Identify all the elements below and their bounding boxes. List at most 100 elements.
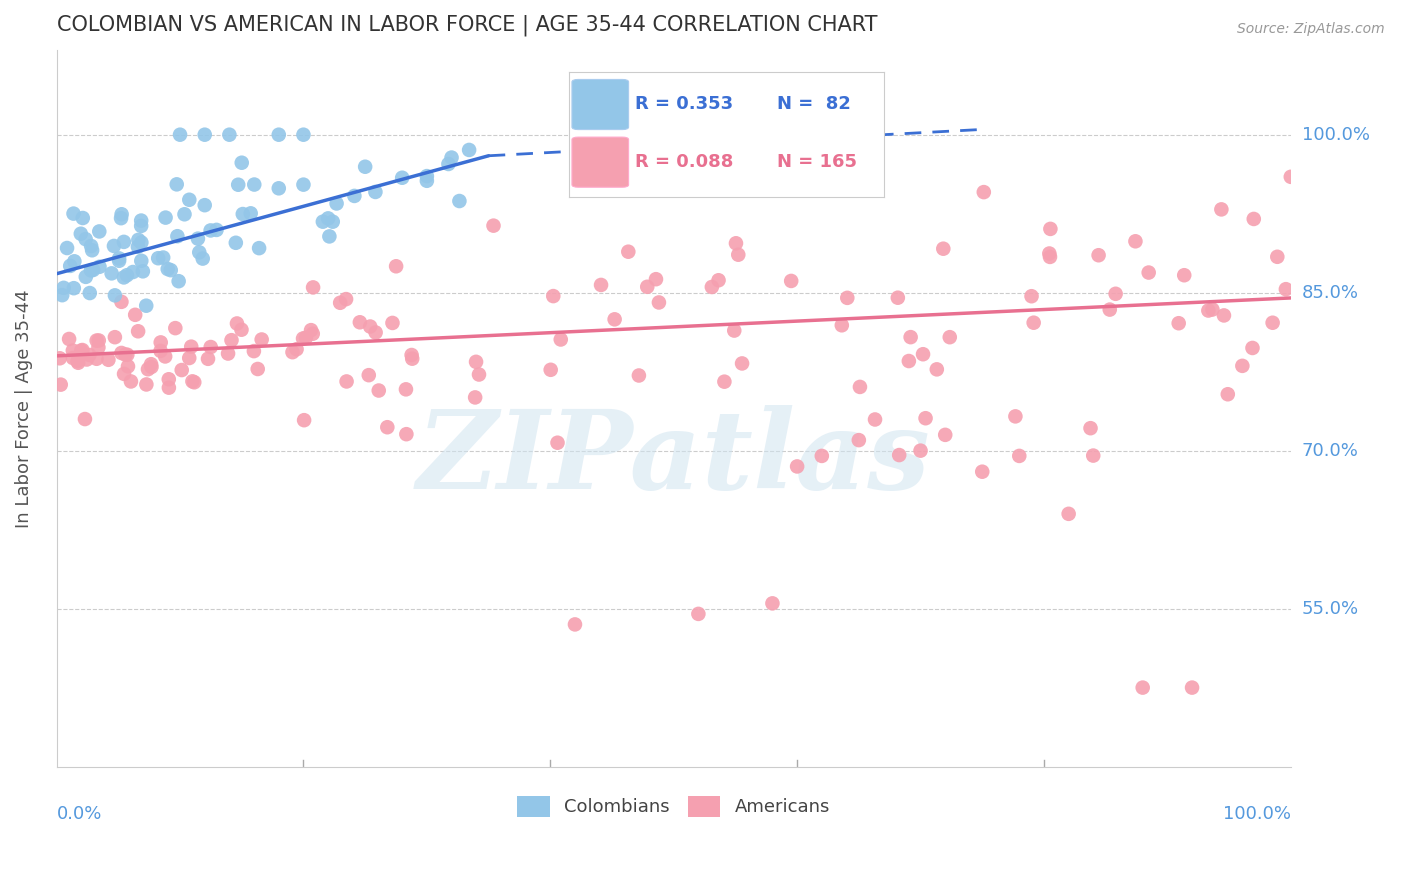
Point	[218, 128, 240, 142]
Point	[925, 362, 948, 376]
Point	[131, 235, 153, 250]
Text: 0.0%: 0.0%	[56, 805, 103, 823]
Point	[727, 248, 749, 262]
Point	[129, 253, 152, 268]
Point	[129, 219, 152, 233]
Point	[1137, 266, 1160, 280]
Point	[129, 213, 152, 227]
Point	[292, 413, 315, 427]
Point	[80, 239, 103, 253]
Point	[375, 420, 398, 434]
Point	[97, 352, 120, 367]
Point	[136, 362, 159, 376]
Point	[179, 193, 201, 207]
Point	[122, 265, 145, 279]
Point	[416, 174, 439, 188]
Point	[62, 281, 84, 295]
Point	[295, 331, 318, 345]
Point	[292, 331, 315, 345]
Point	[364, 185, 387, 199]
Point	[688, 607, 710, 621]
Point	[110, 346, 132, 360]
Point	[112, 270, 135, 285]
Legend: Colombians, Americans: Colombians, Americans	[508, 787, 839, 826]
Point	[110, 294, 132, 309]
Point	[103, 239, 125, 253]
Point	[181, 375, 204, 389]
Point	[831, 318, 853, 333]
Point	[1038, 246, 1060, 260]
Point	[200, 340, 222, 354]
Point	[1211, 202, 1233, 217]
Point	[617, 244, 640, 259]
Point	[246, 362, 269, 376]
Point	[157, 381, 180, 395]
Point	[112, 367, 135, 381]
Point	[437, 157, 460, 171]
Point	[887, 291, 910, 305]
Point	[205, 223, 228, 237]
Point	[76, 352, 98, 367]
Point	[482, 219, 505, 233]
Point	[1201, 302, 1223, 317]
Point	[837, 291, 859, 305]
Point	[367, 384, 389, 398]
Point	[401, 348, 423, 362]
Point	[187, 232, 209, 246]
Point	[62, 206, 84, 220]
Text: ZIPatlas: ZIPatlas	[416, 405, 931, 512]
Point	[458, 143, 481, 157]
Text: Source: ZipAtlas.com: Source: ZipAtlas.com	[1237, 22, 1385, 37]
Point	[316, 211, 339, 226]
Point	[231, 155, 253, 169]
Point	[911, 347, 934, 361]
Point	[135, 299, 157, 313]
Point	[648, 295, 671, 310]
Point	[395, 382, 418, 396]
Point	[1057, 507, 1080, 521]
Point	[1022, 316, 1045, 330]
Point	[62, 351, 84, 365]
Point	[179, 351, 201, 365]
Point	[188, 245, 211, 260]
Point	[110, 211, 132, 226]
Point	[312, 215, 335, 229]
Point	[170, 363, 193, 377]
Point	[292, 128, 315, 142]
Point	[713, 375, 735, 389]
Point	[127, 324, 149, 338]
Point	[89, 224, 111, 238]
Point	[357, 368, 380, 383]
Point	[127, 233, 149, 247]
Point	[863, 412, 886, 426]
Point	[900, 330, 922, 344]
Point	[299, 323, 322, 337]
Point	[645, 272, 668, 286]
Point	[180, 340, 202, 354]
Point	[108, 252, 131, 266]
Point	[1275, 282, 1298, 296]
Point	[707, 273, 730, 287]
Point	[226, 317, 249, 331]
Point	[440, 151, 463, 165]
Point	[87, 334, 110, 348]
Point	[381, 316, 404, 330]
Point	[322, 215, 344, 229]
Point	[231, 323, 253, 337]
Point	[1213, 309, 1236, 323]
Point	[82, 244, 104, 258]
Point	[385, 260, 408, 274]
Point	[86, 351, 108, 366]
Point	[401, 351, 423, 366]
Point	[973, 185, 995, 199]
Point	[132, 264, 155, 278]
Point	[52, 281, 75, 295]
Point	[67, 356, 90, 370]
Point	[1004, 409, 1026, 424]
Point	[1216, 387, 1239, 401]
Point	[173, 207, 195, 221]
Point	[117, 359, 139, 374]
Point	[1232, 359, 1254, 373]
Point	[117, 348, 139, 362]
Point	[239, 206, 262, 220]
